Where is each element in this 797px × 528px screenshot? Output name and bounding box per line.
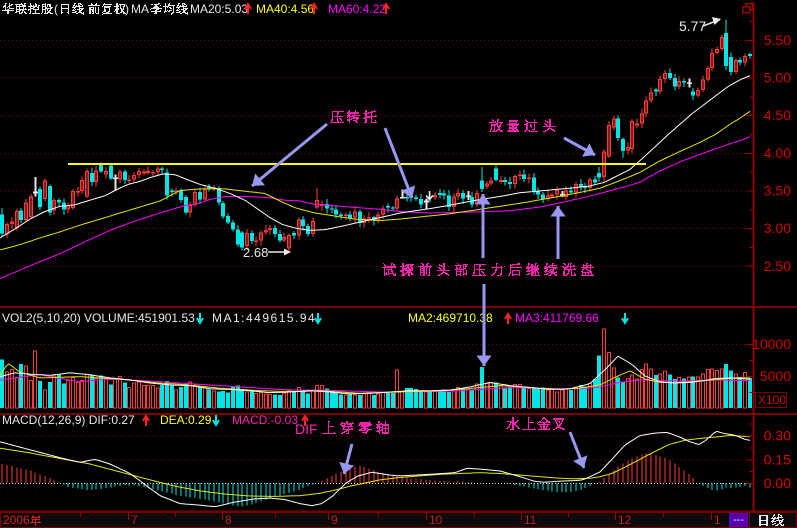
svg-text:MA: MA bbox=[131, 2, 149, 16]
svg-text:7: 7 bbox=[131, 513, 138, 527]
svg-text:0.15: 0.15 bbox=[764, 451, 791, 467]
svg-text:9: 9 bbox=[331, 513, 338, 527]
svg-text:DEA:0.29: DEA:0.29 bbox=[160, 413, 212, 427]
svg-text:4.00: 4.00 bbox=[764, 145, 791, 161]
svg-text:11: 11 bbox=[524, 513, 537, 527]
svg-text:MA20:5.03: MA20:5.03 bbox=[190, 2, 248, 16]
svg-text:2.50: 2.50 bbox=[764, 258, 791, 274]
svg-text:10: 10 bbox=[429, 513, 443, 527]
svg-text:1: 1 bbox=[714, 513, 721, 527]
svg-text:): ) bbox=[125, 2, 129, 16]
svg-text:MA3:411769.66: MA3:411769.66 bbox=[515, 311, 599, 325]
svg-text:10000: 10000 bbox=[752, 336, 791, 352]
svg-text:5.77: 5.77 bbox=[679, 18, 706, 34]
svg-text:MACD(12,26,9) DIF:0.27: MACD(12,26,9) DIF:0.27 bbox=[2, 413, 135, 427]
svg-text:3.00: 3.00 bbox=[764, 220, 791, 236]
svg-text:5.00: 5.00 bbox=[764, 70, 791, 86]
svg-text:MA40:4.56: MA40:4.56 bbox=[256, 2, 314, 16]
svg-text:2.68: 2.68 bbox=[243, 245, 268, 260]
svg-text:4.50: 4.50 bbox=[764, 107, 791, 123]
svg-text:0.30: 0.30 bbox=[764, 428, 791, 444]
svg-text:5.50: 5.50 bbox=[764, 32, 791, 48]
svg-text:VOL2(5,10,20) VOLUME:451901.5: VOL2(5,10,20) VOLUME:451901.53 bbox=[2, 311, 195, 325]
svg-text:2006: 2006 bbox=[3, 513, 30, 527]
svg-text:MA60:4.22: MA60:4.22 bbox=[328, 2, 386, 16]
svg-text:3.50: 3.50 bbox=[764, 182, 791, 198]
svg-text:MA2:469710.38: MA2:469710.38 bbox=[408, 311, 493, 325]
svg-text:DIF: DIF bbox=[295, 421, 318, 437]
svg-text:0.00: 0.00 bbox=[764, 475, 791, 491]
svg-text:5000: 5000 bbox=[760, 368, 791, 384]
svg-text:12: 12 bbox=[618, 513, 632, 527]
svg-text:8: 8 bbox=[225, 513, 232, 527]
svg-text:---: --- bbox=[733, 514, 744, 526]
svg-text:MA1:449615.94: MA1:449615.94 bbox=[212, 311, 316, 325]
svg-text:MACD:-0.03: MACD:-0.03 bbox=[232, 413, 298, 427]
svg-text:(: ( bbox=[54, 2, 58, 16]
svg-text:X100: X100 bbox=[758, 393, 786, 407]
